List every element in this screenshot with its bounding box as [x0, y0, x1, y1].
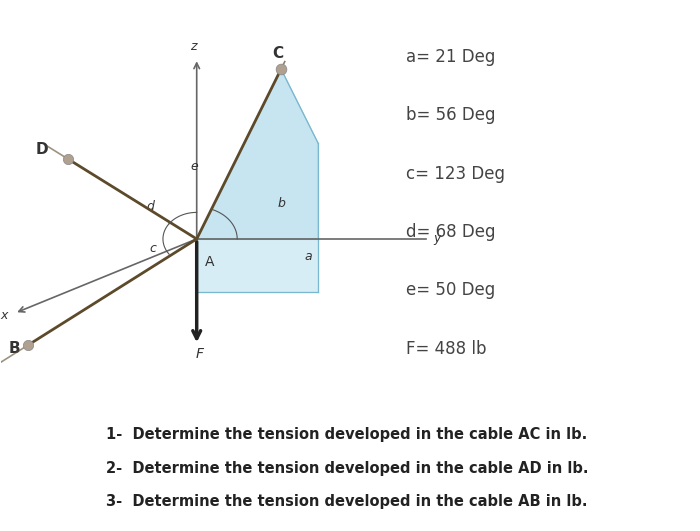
Text: A: A [205, 255, 214, 269]
Text: x: x [1, 309, 8, 322]
Text: F: F [196, 347, 204, 362]
Point [22, 341, 34, 349]
Text: C: C [272, 46, 284, 62]
Text: 1-  Determine the tension developed in the cable AC in lb.: 1- Determine the tension developed in th… [106, 427, 587, 442]
Text: b: b [278, 197, 286, 210]
Text: a: a [304, 250, 312, 263]
Text: y: y [433, 233, 440, 245]
Text: c: c [150, 242, 156, 255]
Text: a= 21 Deg: a= 21 Deg [406, 48, 496, 66]
Text: d: d [146, 200, 154, 213]
Polygon shape [197, 69, 318, 239]
Point [276, 65, 287, 73]
Text: 2-  Determine the tension developed in the cable AD in lb.: 2- Determine the tension developed in th… [106, 461, 588, 476]
Point [63, 155, 74, 164]
Text: e: e [190, 160, 197, 173]
Polygon shape [197, 239, 318, 292]
Text: c= 123 Deg: c= 123 Deg [406, 165, 505, 183]
Text: F= 488 lb: F= 488 lb [406, 340, 486, 358]
Text: b= 56 Deg: b= 56 Deg [406, 106, 496, 124]
Text: e= 50 Deg: e= 50 Deg [406, 281, 495, 299]
Text: z: z [190, 40, 197, 54]
Text: D: D [35, 142, 48, 157]
Text: d= 68 Deg: d= 68 Deg [406, 223, 496, 241]
Text: 3-  Determine the tension developed in the cable AB in lb.: 3- Determine the tension developed in th… [106, 494, 587, 509]
Text: B: B [8, 341, 20, 356]
